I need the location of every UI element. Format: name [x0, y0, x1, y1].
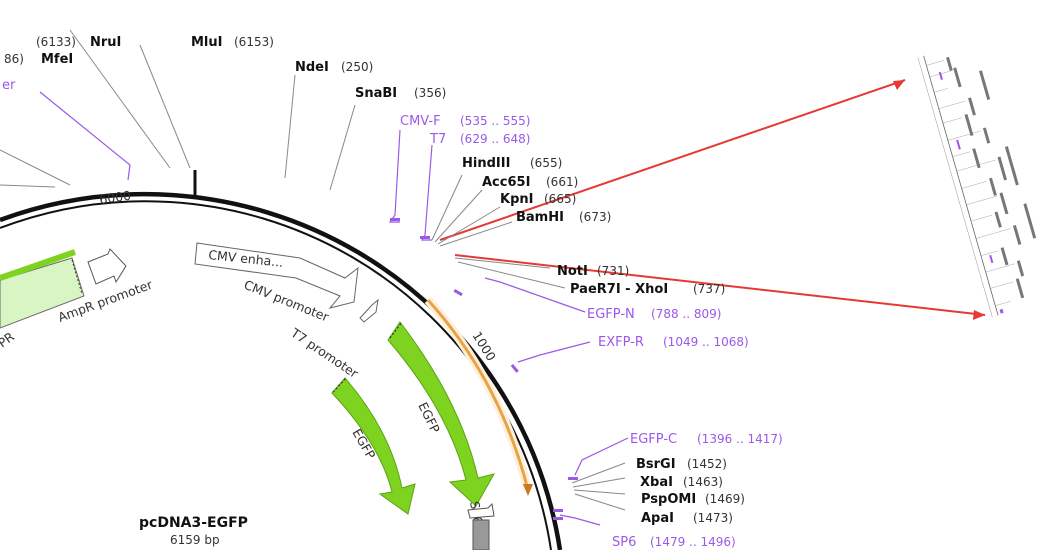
primer-sp6-pos: (1479 .. 1496) [650, 535, 736, 549]
site-hindiii: HindIII [462, 156, 510, 171]
site-noti-pos: (731) [597, 264, 629, 278]
ampr-gene-dash [71, 259, 83, 295]
site-bsrgi: BsrGI [636, 457, 676, 472]
site-apai-pos: (1473) [693, 511, 733, 525]
primer-egfpn: EGFP-N [587, 307, 635, 322]
callout-line-top [439, 79, 906, 241]
primer-cmvf: CMV-F [400, 114, 441, 129]
primer-t7: T7 [429, 132, 446, 147]
site-paer7i-pos: (737) [693, 282, 725, 296]
primer-exfpr-pos: (1049 .. 1068) [663, 335, 749, 349]
ampr-gene-highlight [0, 249, 76, 281]
site-mlui: MluI [191, 35, 222, 50]
primer-marks [390, 218, 578, 520]
egfp-inner-arrow [331, 377, 416, 515]
primer-left-partial: er [2, 78, 16, 93]
backbone [0, 191, 563, 550]
egfp-outer-dash [389, 321, 403, 339]
callout-arrowhead-top [893, 80, 905, 90]
primer-egfpc: EGFP-C [630, 432, 677, 447]
site-bamhi: BamHI [516, 210, 564, 225]
ampr-promoter-arrow [87, 248, 127, 285]
site-ndei: NdeI [295, 60, 329, 75]
plasmid-size: 6159 bp [170, 533, 220, 547]
site-leader-lines [0, 29, 626, 511]
site-hindiii-pos: (655) [530, 156, 562, 170]
inset-zoom-map [917, 55, 1037, 318]
site-mfei: MfeI [41, 52, 73, 67]
t7-promoter-label: T7 promoter [287, 324, 361, 381]
site-bsrgi-pos: (1452) [687, 457, 727, 471]
egfp-outer-arrow [387, 321, 496, 507]
site-xbai: XbaI [640, 475, 673, 490]
orf-orange-arrowhead [523, 484, 533, 496]
site-acc65i: Acc65I [482, 175, 530, 190]
site-pspomi: PspOMI [641, 492, 696, 507]
site-pspomi-pos: (1469) [705, 492, 745, 506]
primer-t7-pos: (629 .. 648) [460, 132, 530, 146]
cmv-enhancer-arrow [194, 242, 359, 309]
grey-feature-box [472, 519, 490, 550]
tick-label-6000: 6000 [98, 188, 132, 207]
site-mlui-pos: (6153) [234, 35, 274, 49]
site-noti: NotI [557, 264, 588, 279]
site-nrui-pos: (6133) [36, 35, 76, 49]
site-kpni: KpnI [500, 192, 533, 207]
sp6-promoter-arrow [467, 502, 495, 519]
orf-orange-arc-line [426, 298, 530, 491]
site-snabi: SnaBI [355, 86, 397, 101]
primer-exfpr: EXFP-R [598, 335, 644, 350]
t7-promoter-arrow [359, 298, 379, 323]
callout-arrowhead-bottom [973, 310, 985, 320]
primer-cmvf-pos: (535 .. 555) [460, 114, 530, 128]
site-snabi-pos: (356) [414, 86, 446, 100]
site-acc65i-pos: (661) [546, 175, 578, 189]
primer-egfpn-pos: (788 .. 809) [651, 307, 721, 321]
egfp-inner-dash [332, 377, 347, 393]
plasmid-name: pcDNA3-EGFP [139, 515, 248, 531]
primer-sp6: SP6 [612, 535, 636, 550]
site-kpni-pos: (665) [544, 192, 576, 206]
primer-egfpc-pos: (1396 .. 1417) [697, 432, 783, 446]
site-nrui: NruI [90, 35, 121, 50]
site-bamhi-pos: (673) [579, 210, 611, 224]
site-xbai-pos: (1463) [683, 475, 723, 489]
site-ndei-pos: (250) [341, 60, 373, 74]
callout-line-bottom [454, 254, 986, 316]
site-mfei-pos: 86) [4, 52, 24, 66]
site-paer7i-xhoi: PaeR7I - XhoI [570, 282, 668, 297]
ampr-partial-label: PR [0, 329, 17, 351]
site-apai: ApaI [641, 511, 674, 526]
ampr-gene-arrow [0, 257, 85, 329]
